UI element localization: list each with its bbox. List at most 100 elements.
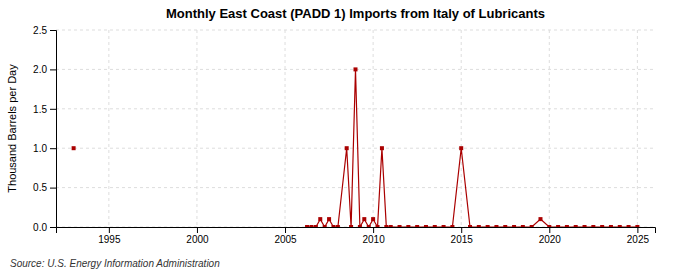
tick: 1.5 [33,104,56,115]
marker [609,225,613,227]
marker [318,217,322,221]
grid-line [56,148,655,149]
marker [503,225,507,227]
tick-label: 2005 [274,234,297,245]
grid-line [108,30,109,227]
marker [331,225,335,227]
tick-label: 1995 [98,234,121,245]
tick-mark [50,109,56,110]
tick: 1.0 [33,143,56,154]
marker [459,146,463,150]
tick: 2015 [451,227,474,245]
marker [384,225,388,227]
marker [538,217,542,221]
tick: 2000 [186,227,209,245]
marker [323,225,327,227]
tick-mark [109,227,110,233]
tick-label: 2020 [539,234,562,245]
tick-mark [50,148,56,149]
tick-label: 2015 [451,234,474,245]
tick-label: 0.5 [33,182,47,193]
grid [56,30,655,227]
tick-mark [637,227,638,233]
marker [591,225,595,227]
tick-label: 2000 [186,234,209,245]
tick-mark [373,227,374,233]
tick-label: 2.5 [33,25,47,36]
marker [574,225,578,227]
tick-label: 2010 [362,234,385,245]
marker [305,225,309,227]
tick-mark [50,69,56,70]
marker [477,225,481,227]
marker [433,225,437,227]
marker [380,146,384,150]
marker [600,225,604,227]
marker [336,225,340,227]
marker [583,225,587,227]
marker [406,225,410,227]
marker [354,67,358,71]
marker [547,225,551,227]
tick-mark [50,30,56,31]
tick-mark [50,188,56,189]
marker [494,225,498,227]
marker [618,225,622,227]
tick: 2.0 [33,64,56,75]
grid-line [56,30,655,31]
marker [424,225,428,227]
marker [327,217,331,221]
tick-mark [50,227,56,228]
grid-line [196,30,197,227]
plot-area: 1995 2000 2005 2010 2015 2020 2025 0.0 0.5 1.0 1.5… [33,25,655,245]
marker [486,225,490,227]
tick-label: 1.5 [33,104,47,115]
y-axis: 0.0 0.5 1.0 1.5 2.0 2.5 [33,25,56,233]
tick-label: 2.0 [33,64,47,75]
marker [556,225,560,227]
grid-line [285,30,286,227]
marker [398,225,402,227]
marker [349,225,353,227]
tick-mark [549,227,550,233]
grid-line [56,108,655,109]
marker [635,225,639,227]
grid-line [461,30,462,227]
marker [442,225,446,227]
marker [309,225,313,227]
tick-label: 2025 [627,234,650,245]
marker [530,225,534,227]
marker [72,146,76,150]
tick-mark [197,227,198,233]
x-axis: 1995 2000 2005 2010 2015 2020 2025 [57,227,656,245]
tick-label: 0.0 [33,222,47,233]
marker [512,225,516,227]
y-axis-label: Thousand Barrels per Day [6,64,18,193]
marker [450,225,454,227]
marker [358,225,362,227]
marker [415,225,419,227]
source-note: Source: U.S. Energy Information Administ… [10,258,220,269]
chart: 1995 2000 2005 2010 2015 2020 2025 0.0 0.5 1.0 1.5… [0,0,675,275]
grid-line [549,30,550,227]
grid-line [637,30,638,227]
marker [389,225,393,227]
marker [627,225,631,227]
tick: 2025 [627,227,650,245]
tick-mark [285,227,286,233]
marker [371,217,375,221]
tick-mark [461,227,462,233]
tick: 2020 [539,227,562,245]
marker [345,146,349,150]
marker [376,225,380,227]
marker [367,225,371,227]
tick: 0.5 [33,182,56,193]
tick: 2.5 [33,25,56,36]
marker [521,225,525,227]
marker [362,217,366,221]
tick: 2005 [274,227,297,245]
axis-line [57,228,656,234]
marker [468,225,472,227]
axis-line [50,31,57,228]
tick: 0.0 [33,222,56,233]
